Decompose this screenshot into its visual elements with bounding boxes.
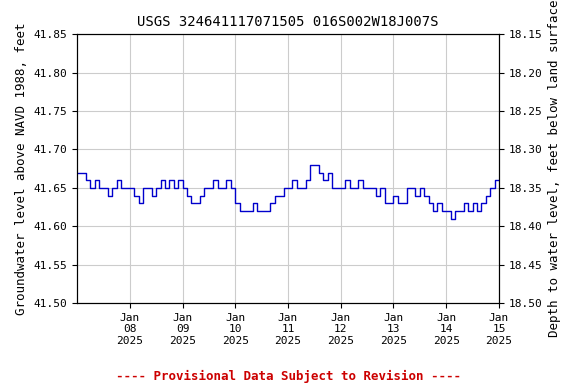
Text: ---- Provisional Data Subject to Revision ----: ---- Provisional Data Subject to Revisio…	[116, 370, 460, 383]
Title: USGS 324641117071505 016S002W18J007S: USGS 324641117071505 016S002W18J007S	[137, 15, 439, 29]
Y-axis label: Groundwater level above NAVD 1988, feet: Groundwater level above NAVD 1988, feet	[15, 22, 28, 315]
Y-axis label: Depth to water level, feet below land surface: Depth to water level, feet below land su…	[548, 0, 561, 338]
